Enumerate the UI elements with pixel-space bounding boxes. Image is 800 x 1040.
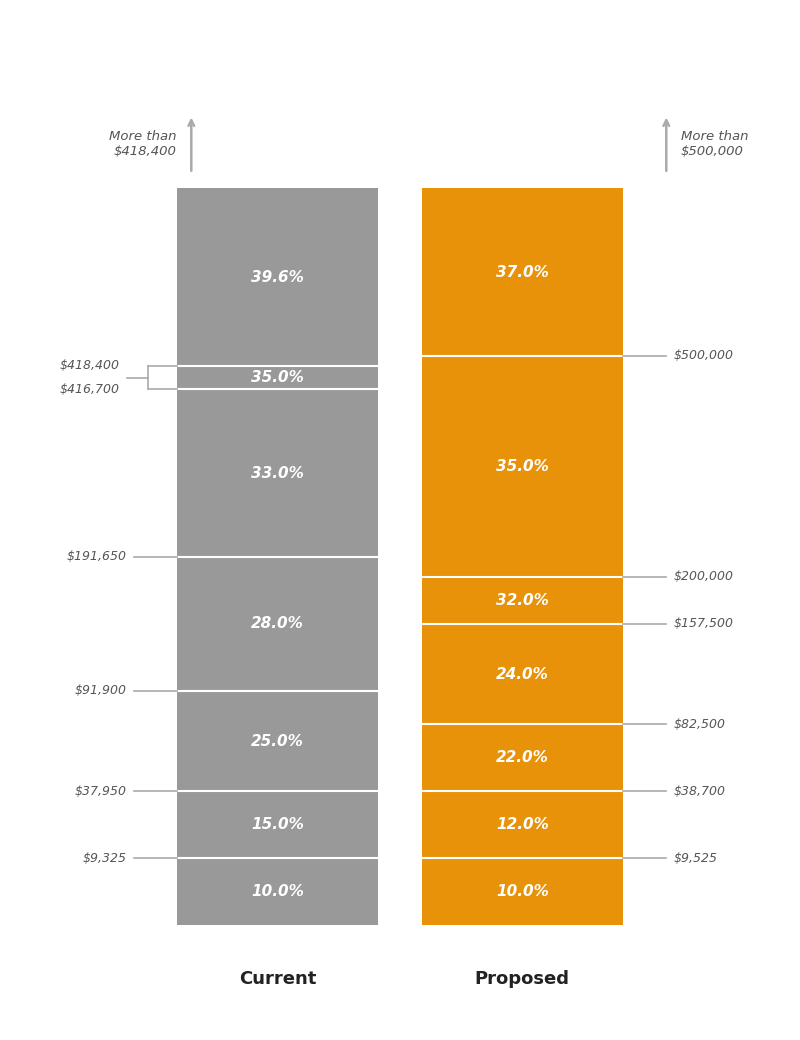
Text: 25.0%: 25.0% (251, 733, 304, 749)
Text: $500,000: $500,000 (674, 349, 734, 362)
Text: More than
$500,000: More than $500,000 (681, 130, 748, 158)
Bar (177, 389, 378, 556)
Bar (177, 556, 378, 691)
Text: $200,000: $200,000 (674, 571, 734, 583)
Bar (422, 624, 623, 724)
Text: $157,500: $157,500 (674, 618, 734, 630)
Text: 24.0%: 24.0% (496, 667, 549, 681)
Text: 10.0%: 10.0% (496, 884, 549, 900)
Text: 39.6%: 39.6% (251, 269, 304, 285)
Text: $418,400: $418,400 (59, 360, 119, 372)
Text: $91,900: $91,900 (74, 684, 126, 698)
Text: 28.0%: 28.0% (251, 617, 304, 631)
Text: $191,650: $191,650 (66, 550, 126, 564)
Text: 22.0%: 22.0% (496, 750, 549, 765)
Bar (177, 858, 378, 926)
Text: Current: Current (239, 969, 316, 988)
Bar (422, 577, 623, 624)
Text: $416,700: $416,700 (59, 383, 119, 396)
Bar (422, 724, 623, 791)
Text: More than
$418,400: More than $418,400 (110, 130, 177, 158)
Bar (422, 858, 623, 926)
Bar (177, 791, 378, 858)
Text: $37,950: $37,950 (74, 785, 126, 798)
Text: 33.0%: 33.0% (251, 466, 304, 480)
Text: $9,525: $9,525 (674, 852, 718, 865)
Bar (177, 366, 378, 389)
Text: 35.0%: 35.0% (496, 459, 549, 474)
Bar (177, 188, 378, 366)
Text: Proposed: Proposed (475, 969, 570, 988)
Bar (177, 691, 378, 791)
Text: $9,325: $9,325 (82, 852, 126, 865)
Text: 12.0%: 12.0% (496, 817, 549, 832)
Text: 10.0%: 10.0% (251, 884, 304, 900)
Text: 15.0%: 15.0% (251, 817, 304, 832)
Bar (422, 791, 623, 858)
Text: 37.0%: 37.0% (496, 264, 549, 280)
Text: 35.0%: 35.0% (251, 370, 304, 385)
Text: $82,500: $82,500 (674, 718, 726, 731)
Text: $38,700: $38,700 (674, 785, 726, 798)
Bar (422, 188, 623, 356)
Bar (422, 356, 623, 577)
Text: 32.0%: 32.0% (496, 593, 549, 608)
